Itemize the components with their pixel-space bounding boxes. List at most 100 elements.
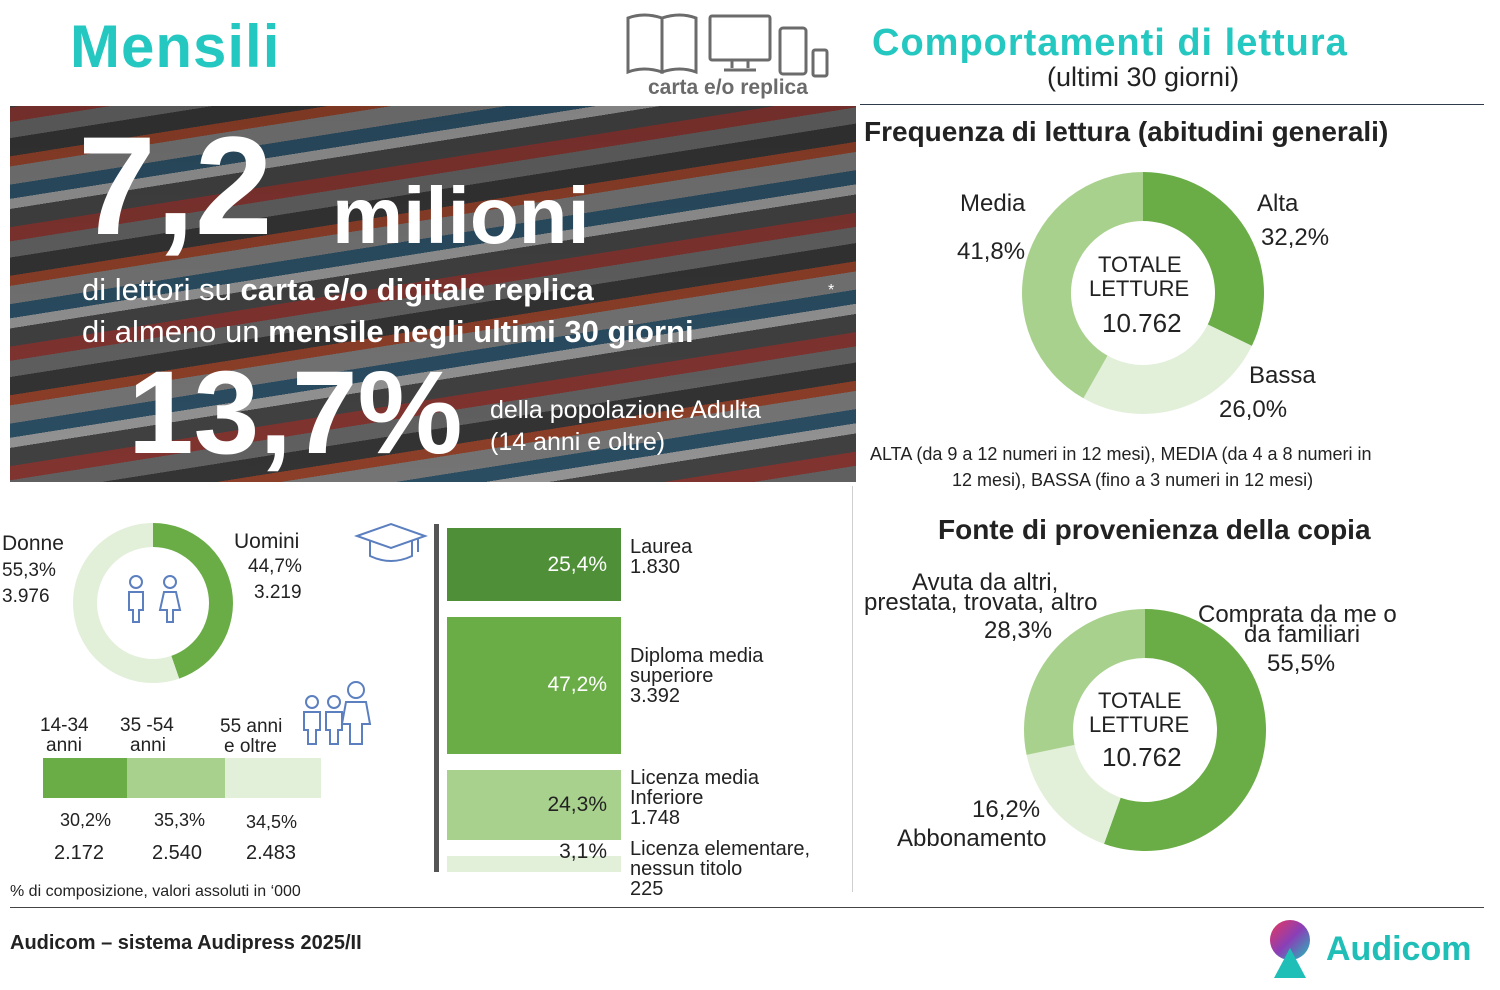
edu-label-4: Licenza elementare, nessun titolo 225 xyxy=(630,838,811,900)
edu-bar-value: 24,3% xyxy=(547,792,607,816)
family-icon-svg xyxy=(303,681,372,745)
header-divider xyxy=(860,104,1484,105)
book-icon xyxy=(626,13,664,75)
freq-alta-pct: 32,2% xyxy=(1261,224,1330,251)
source-others-2: prestata, trovata, altro xyxy=(864,589,1098,616)
monitor-icon xyxy=(708,14,772,62)
footnote: % di composizione, valori assoluti in ‘0… xyxy=(10,883,301,900)
age-label-1b: anni xyxy=(46,735,82,756)
edu-bar-3: 24,3% xyxy=(447,769,621,841)
vertical-divider xyxy=(852,486,853,892)
hero-big-number: 7,2 xyxy=(78,107,273,264)
source-bought-2: da familiari xyxy=(1244,621,1361,648)
family-icon xyxy=(298,680,374,753)
slice-male xyxy=(153,523,233,679)
section-subtitle: (ultimi 30 giorni) xyxy=(1047,62,1240,92)
male-abs: 3.219 xyxy=(254,582,302,603)
age-abs-3: 2.483 xyxy=(246,842,297,864)
source-sub-pct: 16,2% xyxy=(972,796,1041,823)
source-donut xyxy=(1024,609,1266,851)
age-label-3b: e oltre xyxy=(224,736,277,757)
edu-bar-1: 25,4% xyxy=(447,528,621,602)
gender-chart xyxy=(72,522,234,684)
male-label: Uomini xyxy=(234,530,300,553)
hero-pop-line-1: della popolazione Adulta xyxy=(490,396,762,424)
frequency-note-2: 12 mesi), BASSA (fino a 3 numeri in 12 m… xyxy=(952,470,1314,490)
source-others-1: Avuta da altri, xyxy=(912,569,1059,596)
frequency-center-1: TOTALE xyxy=(1098,252,1182,277)
age-bar-2 xyxy=(126,758,226,798)
slice-bassa xyxy=(1083,324,1252,414)
source-bought-pct: 55,5% xyxy=(1267,650,1336,677)
freq-media-label: Media xyxy=(960,190,1026,217)
age-label-2a: 35 -54 xyxy=(120,715,174,736)
phone-icon xyxy=(811,48,829,78)
freq-media-pct: 41,8% xyxy=(957,238,1026,265)
media-caption: carta e/o replica xyxy=(648,76,808,99)
edu-label-1: Laurea 1.830 xyxy=(630,536,693,578)
people-icon xyxy=(128,575,182,623)
slice-female xyxy=(72,523,180,683)
edu-label-3: Licenza media Inferiore 1.748 xyxy=(630,767,759,829)
freq-bassa-label: Bassa xyxy=(1249,362,1316,389)
hero-line-1: di lettori su carta e/o digitale replica xyxy=(82,272,594,307)
gender-donut xyxy=(72,523,233,683)
education-axis xyxy=(434,524,439,872)
page-title: Mensili xyxy=(70,13,281,80)
graduation-cap-icon xyxy=(353,520,429,571)
frequency-center-2: LETTURE xyxy=(1089,276,1190,301)
media-icons xyxy=(624,10,834,80)
age-pct-1: 30,2% xyxy=(60,810,112,830)
edu-label-2: Diploma media superiore 3.392 xyxy=(630,645,764,707)
slice-alta xyxy=(1143,172,1264,346)
audicom-logo-text: Audicom xyxy=(1326,930,1472,968)
age-pct-3: 34,5% xyxy=(246,812,298,832)
footer-source: Audicom – sistema Audipress 2025/II xyxy=(10,932,362,954)
source-center-1: TOTALE xyxy=(1098,688,1182,713)
edu-bar-value: 47,2% xyxy=(547,673,607,697)
edu-bar-2: 47,2% xyxy=(447,617,621,754)
source-center-2: LETTURE xyxy=(1089,712,1190,737)
age-pct-2: 35,3% xyxy=(154,810,206,830)
hero-big-unit: milioni xyxy=(332,171,590,260)
slice-others xyxy=(1024,609,1145,755)
audicom-logo-mark xyxy=(1270,920,1310,978)
source-title: Fonte di provenienza della copia xyxy=(938,514,1371,545)
frequency-center-val: 10.762 xyxy=(1102,308,1182,338)
frequency-note-1: ALTA (da 9 a 12 numeri in 12 mesi), MEDI… xyxy=(870,444,1372,464)
frequency-chart xyxy=(1022,172,1264,414)
freq-alta-label: Alta xyxy=(1257,190,1299,217)
tablet-icon xyxy=(778,26,808,76)
hero-pop-line-2: (14 anni e oltre) xyxy=(490,428,666,456)
freq-bassa-pct: 26,0% xyxy=(1219,396,1288,423)
age-label-3a: 55 anni xyxy=(220,716,283,737)
frequency-title: Frequenza di lettura (abitudini generali… xyxy=(864,116,1389,147)
age-label-2b: anni xyxy=(130,735,166,756)
age-bar-3 xyxy=(225,758,321,798)
frequency-donut xyxy=(1022,172,1264,414)
source-bought-1: Comprata da me o xyxy=(1198,601,1397,628)
slice-media xyxy=(1022,172,1143,399)
hero-line-2: di almeno un mensile negli ultimi 30 gio… xyxy=(82,314,694,349)
slice-subscription xyxy=(1026,744,1121,844)
edu-bar-value: 25,4% xyxy=(547,553,607,576)
footer-divider xyxy=(10,907,1484,908)
source-chart xyxy=(1024,609,1266,851)
book-device-icons xyxy=(626,13,829,78)
hero-percent: 13,7% xyxy=(128,347,463,479)
age-abs-2: 2.540 xyxy=(152,842,203,864)
female-abs: 3.976 xyxy=(2,586,50,607)
age-abs-1: 2.172 xyxy=(54,842,105,864)
slice-bought xyxy=(1104,609,1266,851)
source-others-pct: 28,3% xyxy=(984,617,1053,644)
audicom-logo-icon xyxy=(1266,918,1316,985)
section-title: Comportamenti di lettura xyxy=(872,22,1348,64)
source-sub-label: Abbonamento xyxy=(897,825,1047,852)
female-pct: 55,3% xyxy=(2,560,56,581)
graduation-cap-svg xyxy=(353,522,429,562)
female-label: Donne xyxy=(2,532,64,555)
age-label-1a: 14-34 xyxy=(40,715,89,736)
edu-bar-4: 3,1% xyxy=(447,841,621,873)
hero-asterisk: * xyxy=(828,282,835,299)
age-bar-1 xyxy=(43,758,127,798)
